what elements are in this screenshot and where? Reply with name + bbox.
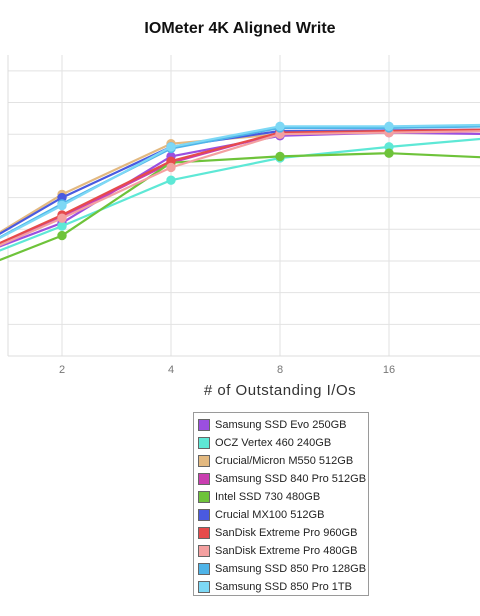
legend-swatch (198, 563, 210, 575)
data-point (384, 121, 394, 131)
grid (7, 55, 480, 357)
legend-item: Crucial/Micron M550 512GB (197, 452, 368, 470)
legend-item: SanDisk Extreme Pro 960GB (197, 524, 368, 542)
legend-label: Crucial/Micron M550 512GB (215, 455, 354, 467)
series-line (0, 130, 480, 247)
series-group (0, 121, 480, 262)
legend-swatch (198, 437, 210, 449)
x-tick-label: 4 (168, 364, 174, 376)
legend-swatch (198, 473, 210, 485)
legend-label: Samsung SSD Evo 250GB (215, 419, 347, 431)
series-3 (0, 126, 480, 246)
series-0 (0, 127, 480, 248)
series-line (0, 152, 480, 262)
series-line (0, 128, 480, 235)
legend-swatch (198, 455, 210, 467)
legend-label: SanDisk Extreme Pro 960GB (215, 527, 358, 539)
legend-label: Crucial MX100 512GB (215, 509, 325, 521)
legend-label: Samsung SSD 840 Pro 512GB (215, 473, 367, 485)
data-point (57, 213, 67, 223)
series-line (0, 123, 480, 240)
data-point (275, 151, 285, 162)
legend-item: Samsung SSD 850 Pro 1TB (197, 578, 368, 596)
legend-item: Samsung SSD 840 Pro 512GB (197, 470, 368, 488)
legend-item: Crucial MX100 512GB (197, 506, 368, 524)
data-point (57, 221, 67, 231)
legend-swatch (198, 545, 210, 557)
data-point (166, 162, 176, 173)
series-line (0, 125, 480, 239)
series-line (0, 128, 480, 245)
chart-title: IOMeter 4K Aligned Write (144, 20, 336, 37)
series-9 (0, 121, 480, 240)
data-point (57, 200, 67, 211)
x-tick-label: 16 (383, 364, 395, 376)
legend-swatch (198, 527, 210, 539)
legend-item: Intel SSD 730 480GB (197, 488, 368, 506)
data-point (384, 148, 394, 158)
x-axis-ticks: 2 4 8 16 (59, 364, 395, 376)
series-line (0, 128, 480, 234)
x-tick-label: 2 (59, 364, 65, 376)
x-tick-label: 8 (277, 364, 283, 376)
data-point (57, 230, 67, 241)
legend: Samsung SSD Evo 250GB OCZ Vertex 460 240G… (193, 412, 369, 596)
legend-label: Samsung SSD 850 Pro 128GB (215, 563, 367, 575)
legend-item: OCZ Vertex 460 240GB (197, 434, 368, 452)
data-point (275, 121, 285, 131)
legend-label: Samsung SSD 850 Pro 1TB (215, 581, 352, 593)
legend-item: SanDisk Extreme Pro 480GB (197, 542, 368, 560)
legend-label: OCZ Vertex 460 240GB (215, 437, 332, 449)
legend-swatch (198, 491, 210, 503)
data-point (166, 175, 176, 185)
legend-swatch (198, 509, 210, 521)
series-7 (0, 127, 480, 247)
legend-label: SanDisk Extreme Pro 480GB (215, 545, 358, 557)
data-point (166, 142, 176, 152)
legend-swatch (198, 581, 210, 593)
series-1 (0, 137, 480, 252)
legend-swatch (198, 419, 210, 431)
x-axis-title: # of Outstanding I/Os (203, 382, 357, 399)
legend-label: Intel SSD 730 480GB (215, 491, 321, 503)
series-line (0, 137, 480, 252)
legend-item: Samsung SSD 850 Pro 128GB (197, 560, 368, 578)
legend-item: Samsung SSD Evo 250GB (197, 416, 368, 434)
